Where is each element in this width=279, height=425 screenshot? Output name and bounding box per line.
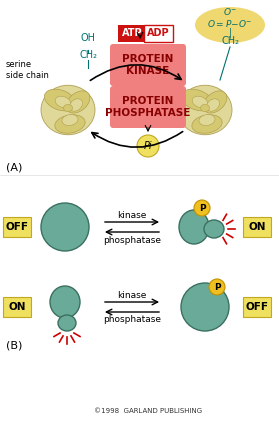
Text: serine
side chain: serine side chain [6, 60, 49, 80]
Ellipse shape [66, 91, 90, 113]
Text: kinase: kinase [117, 210, 147, 219]
FancyBboxPatch shape [143, 25, 172, 42]
Ellipse shape [204, 220, 224, 238]
Circle shape [209, 279, 225, 295]
Text: OFF: OFF [6, 222, 28, 232]
Text: phosphatase: phosphatase [103, 235, 161, 244]
Text: ON: ON [8, 302, 26, 312]
Ellipse shape [179, 210, 209, 244]
Text: $O^{-}$: $O^{-}$ [223, 6, 237, 17]
Ellipse shape [62, 114, 78, 125]
Text: |: | [229, 28, 232, 38]
FancyBboxPatch shape [3, 217, 31, 237]
Text: (B): (B) [6, 340, 22, 350]
Circle shape [137, 135, 159, 157]
Ellipse shape [195, 7, 265, 43]
Circle shape [181, 283, 229, 331]
Ellipse shape [201, 105, 210, 112]
Text: phosphatase: phosphatase [103, 315, 161, 325]
FancyBboxPatch shape [110, 86, 186, 128]
FancyBboxPatch shape [243, 297, 271, 317]
Text: ON: ON [248, 222, 266, 232]
Ellipse shape [41, 85, 95, 135]
Text: P: P [214, 283, 220, 292]
Text: PROTEIN
PHOSPHATASE: PROTEIN PHOSPHATASE [105, 96, 191, 118]
Ellipse shape [192, 96, 208, 108]
Ellipse shape [58, 315, 76, 331]
Ellipse shape [203, 91, 227, 113]
Ellipse shape [199, 114, 215, 125]
Ellipse shape [50, 286, 80, 318]
Ellipse shape [178, 85, 232, 135]
Text: CH₂: CH₂ [79, 50, 97, 60]
FancyBboxPatch shape [243, 217, 271, 237]
Text: CH₂: CH₂ [221, 36, 239, 46]
Circle shape [194, 200, 210, 216]
Ellipse shape [206, 99, 220, 111]
Text: ADP: ADP [147, 28, 169, 38]
Text: Pi: Pi [144, 141, 152, 151]
Text: ©1998  GARLAND PUBLISHING: ©1998 GARLAND PUBLISHING [94, 408, 202, 414]
Text: OFF: OFF [246, 302, 268, 312]
Text: P: P [199, 204, 205, 212]
Ellipse shape [44, 89, 76, 111]
FancyBboxPatch shape [110, 44, 186, 86]
Text: OH: OH [81, 33, 95, 43]
Text: PROTEIN
KINASE: PROTEIN KINASE [122, 54, 174, 76]
Ellipse shape [192, 115, 222, 133]
Text: (A): (A) [6, 162, 22, 172]
Ellipse shape [69, 99, 83, 111]
Text: ATP: ATP [122, 28, 142, 38]
FancyBboxPatch shape [117, 25, 146, 42]
Ellipse shape [55, 96, 71, 108]
FancyBboxPatch shape [3, 297, 31, 317]
Text: $O{=}P{-}O^{-}$: $O{=}P{-}O^{-}$ [207, 17, 253, 28]
Circle shape [41, 203, 89, 251]
Ellipse shape [55, 115, 85, 133]
Ellipse shape [64, 105, 73, 112]
Text: kinase: kinase [117, 291, 147, 300]
Ellipse shape [181, 89, 213, 111]
